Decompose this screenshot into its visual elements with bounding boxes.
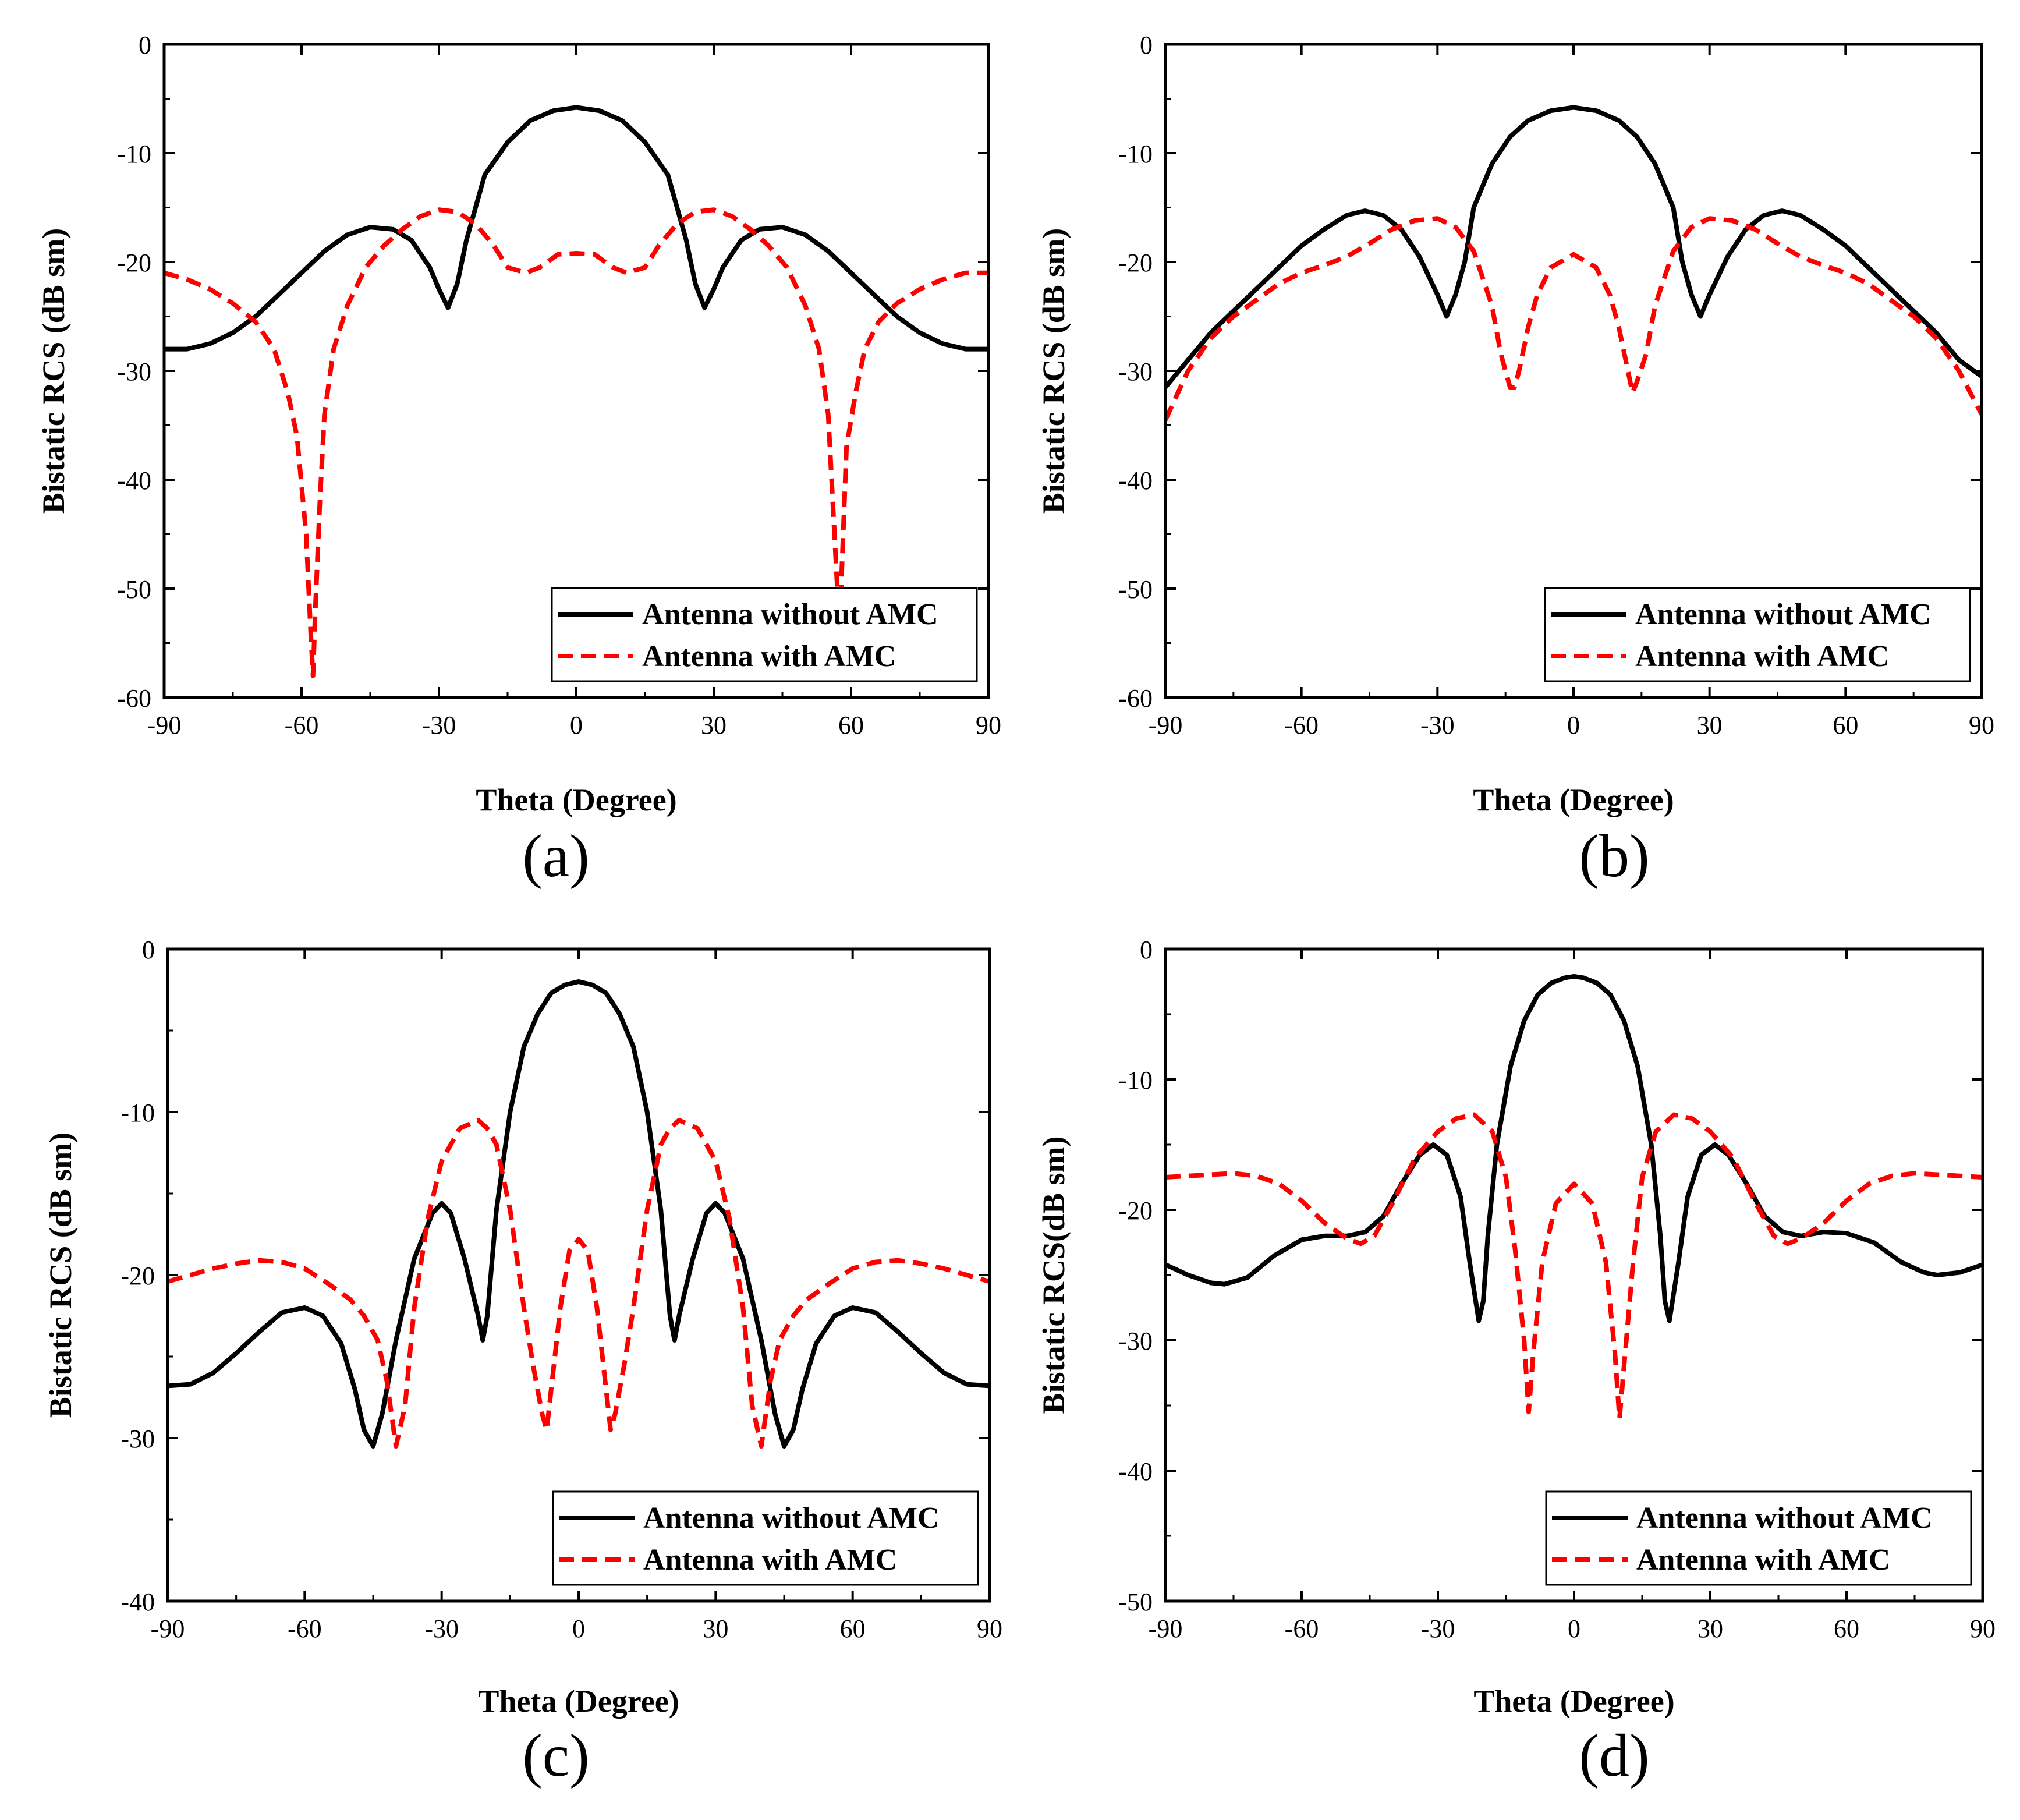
x-tick-label: -90 <box>147 711 182 739</box>
x-axis-title: Theta (Degree) <box>476 782 676 817</box>
y-tick-label: -40 <box>1118 1457 1153 1486</box>
x-tick-label: 90 <box>1970 1614 1996 1643</box>
series-line-without-amc <box>1165 105 1982 389</box>
chart-panel-1: -90 -60 -30 0 30 60 900-10-20-30-40-50-60Theta… <box>36 31 1001 890</box>
y-tick-label: -30 <box>1118 1327 1153 1355</box>
series-line-without-amc <box>1165 974 1983 1323</box>
legend: Antenna without AMC Antenna with AMC <box>1544 587 1971 682</box>
x-tick-label: 0 <box>572 1614 585 1643</box>
y-axis-title: Bistatic RCS (dB sm) <box>43 1132 78 1418</box>
y-tick-label: -20 <box>1118 1196 1153 1225</box>
legend-label-without-amc: Antenna without AMC <box>643 1502 940 1535</box>
y-tick-label: -10 <box>1118 1066 1153 1095</box>
x-tick-label: -90 <box>151 1614 185 1643</box>
y-tick-label: -60 <box>117 684 151 713</box>
chart-panel-3: -90 -60 -30 0 30 60 90 0 -10 -20 -30 -40 Theta (Degr… <box>43 936 1002 1789</box>
x-tick-label: -60 <box>1285 1614 1319 1643</box>
y-tick-label: -10 <box>1118 140 1153 168</box>
x-tick-label: 90 <box>976 711 1001 739</box>
y-tick-label: -50 <box>117 575 151 604</box>
x-tick-label: -30 <box>424 1614 459 1643</box>
y-tick-label: 0 <box>1140 936 1153 964</box>
x-tick-label: -60 <box>1284 711 1319 739</box>
y-axis-title: Bistatic RCS(dB sm) <box>1036 1136 1071 1414</box>
x-tick-label: -90 <box>1149 711 1183 739</box>
x-axis-title: Theta (Degree) <box>1473 782 1674 817</box>
series-line-with-amc <box>1165 1112 1983 1421</box>
x-tick-label: 30 <box>1697 1614 1723 1643</box>
legend-label-without-amc: Antenna without AMC <box>642 598 938 631</box>
y-tick-label: 0 <box>1140 31 1153 59</box>
y-tick-label: -30 <box>1118 357 1153 386</box>
panel-label: (c) <box>522 1722 589 1789</box>
panel-label: (d) <box>1579 1722 1649 1789</box>
y-tick-label: 0 <box>139 31 151 59</box>
legend-box <box>551 587 978 682</box>
legend: Antenna without AMC Antenna with AMC <box>552 1490 979 1586</box>
x-tick-label: 0 <box>1567 711 1580 739</box>
chart-panel-4: -90 -60 -30 0 30 60 90 0 -10 -20 -30 -40 -50 Theta (D… <box>1036 936 1996 1789</box>
legend: Antenna without AMC Antenna with AMC <box>551 587 978 682</box>
y-tick-label: -40 <box>117 466 151 495</box>
legend-label-with-amc: Antenna with AMC <box>1636 1543 1890 1577</box>
y-tick-label: -10 <box>121 1099 155 1127</box>
y-tick-label: -20 <box>117 249 151 277</box>
y-axis-title: Bistatic RCS (dB sm) <box>36 228 71 514</box>
series-line-without-amc <box>168 979 990 1449</box>
x-tick-label: -30 <box>1421 1614 1455 1643</box>
y-tick-label: -30 <box>117 357 151 386</box>
x-tick-label: 60 <box>840 1614 866 1643</box>
x-axis-title: Theta (Degree) <box>478 1684 679 1719</box>
y-tick-label: -40 <box>121 1588 155 1616</box>
x-axis-title: Theta (Degree) <box>1473 1684 1674 1719</box>
y-tick-label: -50 <box>1118 1588 1153 1616</box>
y-tick-label: -20 <box>121 1262 155 1290</box>
series-line-without-amc <box>164 105 988 352</box>
x-tick-label: 30 <box>703 1614 728 1643</box>
x-tick-label: 0 <box>570 711 583 739</box>
panel-label: (a) <box>522 823 589 890</box>
y-tick-label: -30 <box>121 1425 155 1453</box>
legend: Antenna without AMC Antenna with AMC <box>1545 1490 1972 1586</box>
y-tick-label: -60 <box>1118 684 1153 713</box>
x-tick-label: 90 <box>1969 711 1994 739</box>
y-tick-label: -20 <box>1118 249 1153 277</box>
series-line-with-amc <box>168 1118 990 1449</box>
legend-box <box>1545 1490 1972 1586</box>
series-line-with-amc <box>1165 216 1982 421</box>
x-tick-label: -90 <box>1149 1614 1183 1643</box>
y-tick-label: -10 <box>117 140 151 168</box>
x-tick-label: 60 <box>1833 711 1858 739</box>
x-tick-label: -60 <box>285 711 319 739</box>
y-tick-label: 0 <box>142 936 155 964</box>
x-tick-label: -30 <box>1420 711 1455 739</box>
legend-label-with-amc: Antenna with AMC <box>643 1543 897 1577</box>
legend-box <box>552 1490 979 1586</box>
y-tick-label: -50 <box>1118 575 1153 604</box>
x-tick-label: 30 <box>701 711 727 739</box>
x-tick-label: -30 <box>422 711 456 739</box>
legend-label-without-amc: Antenna without AMC <box>1635 598 1932 631</box>
y-tick-label: -40 <box>1118 466 1153 495</box>
legend-box <box>1544 587 1971 682</box>
x-tick-label: -60 <box>288 1614 322 1643</box>
x-tick-label: 60 <box>838 711 864 739</box>
x-tick-label: 90 <box>977 1614 1002 1643</box>
panel-label: (b) <box>1579 823 1649 890</box>
x-tick-label: 60 <box>1834 1614 1859 1643</box>
legend-label-with-amc: Antenna with AMC <box>642 640 896 673</box>
chart-panel-2: -90 -60 -30 0 30 60 900-10-20-30-40-50-60Theta… <box>1036 31 1994 890</box>
legend-label-with-amc: Antenna with AMC <box>1635 640 1889 673</box>
x-tick-label: 30 <box>1697 711 1723 739</box>
x-tick-label: 0 <box>1568 1614 1580 1643</box>
legend-label-without-amc: Antenna without AMC <box>1636 1502 1933 1535</box>
y-axis-title: Bistatic RCS (dB sm) <box>1036 228 1071 514</box>
